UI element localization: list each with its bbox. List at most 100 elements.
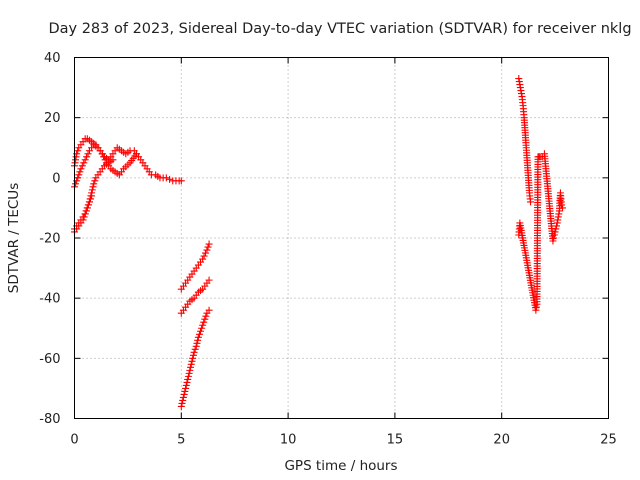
data-point (162, 174, 170, 182)
data-point (203, 246, 211, 254)
y-tick-label: 0 (52, 171, 60, 186)
data-point (551, 228, 559, 236)
y-tick-label: -80 (39, 412, 60, 427)
data-point-fill (200, 318, 208, 326)
grid-layer (74, 57, 609, 419)
data-point (177, 177, 185, 185)
data-point-fill (100, 153, 108, 161)
data-point-fill (84, 201, 92, 209)
data-point-fill (200, 252, 208, 260)
data-point (559, 204, 567, 212)
y-tick-label: -40 (39, 292, 60, 307)
data-point-fill (179, 396, 187, 404)
data-point-fill (89, 183, 97, 191)
y-tick-label: -20 (39, 232, 60, 247)
data-point (205, 306, 213, 314)
data-point (199, 255, 207, 263)
data-point (549, 237, 557, 245)
data-point (77, 165, 85, 173)
data-point (184, 375, 192, 383)
y-tick-label: 40 (44, 51, 61, 66)
data-point (75, 171, 83, 179)
series-late-points (515, 150, 567, 314)
data-point-fill (166, 175, 174, 183)
data-point (98, 150, 106, 158)
y-tick-label: -60 (39, 352, 60, 367)
data-point-fill (80, 213, 88, 221)
series-early-descending-trace (71, 156, 117, 233)
data-point-fill (198, 324, 206, 332)
data-point-fill (202, 312, 210, 320)
x-axis-label: GPS time / hours (284, 458, 397, 474)
data-point-fill (91, 177, 99, 185)
data-point-fill (78, 162, 86, 170)
data-point-fill (181, 387, 189, 395)
data-point-fill (189, 351, 197, 359)
data-point-fill (553, 222, 561, 230)
x-tick-label: 25 (600, 433, 617, 448)
data-point (88, 192, 96, 200)
chart-title: Day 283 of 2023, Sidereal Day-to-day VTE… (48, 21, 631, 37)
data-point (199, 321, 207, 329)
series-diagonal-1 (177, 240, 213, 293)
data-point (190, 348, 198, 356)
data-point-fill (180, 390, 188, 398)
data-point (188, 357, 196, 365)
data-point-fill (202, 249, 210, 257)
data-point-fill (550, 234, 558, 242)
data-point (197, 327, 205, 335)
data-point-fill (178, 399, 186, 407)
data-point-fill (189, 354, 197, 362)
x-tick-label: 0 (70, 433, 78, 448)
data-point (132, 150, 140, 158)
data-point (527, 198, 535, 206)
tick-layer: 0 5 10 15 20 25 40 20 0 -20 -40 -60 -80 (39, 51, 617, 448)
plot-frame (74, 57, 609, 419)
x-tick-label: 20 (493, 433, 510, 448)
data-point-fill (191, 345, 199, 353)
data-point (79, 216, 87, 224)
data-point (192, 342, 200, 350)
data-point-fill (552, 225, 560, 233)
data-point (109, 156, 117, 164)
data-point-fill (194, 336, 202, 344)
x-tick-label: 10 (280, 433, 297, 448)
data-point (205, 240, 213, 248)
data-point (81, 210, 89, 218)
data-point (81, 156, 89, 164)
data-point-fill (550, 231, 558, 239)
data-point (177, 402, 185, 410)
data-point-fill (182, 381, 190, 389)
data-point-fill (101, 156, 109, 164)
data-point-fill (74, 147, 82, 155)
data-point-fill (193, 339, 201, 347)
data-point-fill (185, 369, 193, 377)
data-point (205, 276, 213, 284)
data-point (201, 315, 209, 323)
data-point (186, 366, 194, 374)
x-tick-label: 5 (177, 433, 185, 448)
data-point-fill (87, 195, 95, 203)
data-point-fill (187, 363, 195, 371)
data-point-fill (74, 174, 82, 182)
y-axis-label: SDTVAR / TECUs (6, 183, 22, 293)
y-tick-label: 20 (44, 111, 61, 126)
data-point-fill (76, 168, 84, 176)
data-point-fill (88, 186, 96, 194)
data-point (83, 204, 91, 212)
x-tick-label: 15 (387, 433, 404, 448)
data-point-fill (184, 372, 192, 380)
data-point-fill (80, 159, 88, 167)
data-point-fill (84, 150, 92, 158)
data-point-fill (83, 153, 91, 161)
data-points (71, 75, 567, 410)
data-point-fill (195, 330, 203, 338)
data-point (85, 198, 93, 206)
data-point-fill (187, 360, 195, 368)
data-point-fill (82, 207, 90, 215)
data-point-fill (204, 243, 212, 251)
series-late-trace-A (515, 75, 535, 206)
data-point (182, 384, 190, 392)
data-point (90, 180, 98, 188)
data-point (558, 201, 566, 209)
